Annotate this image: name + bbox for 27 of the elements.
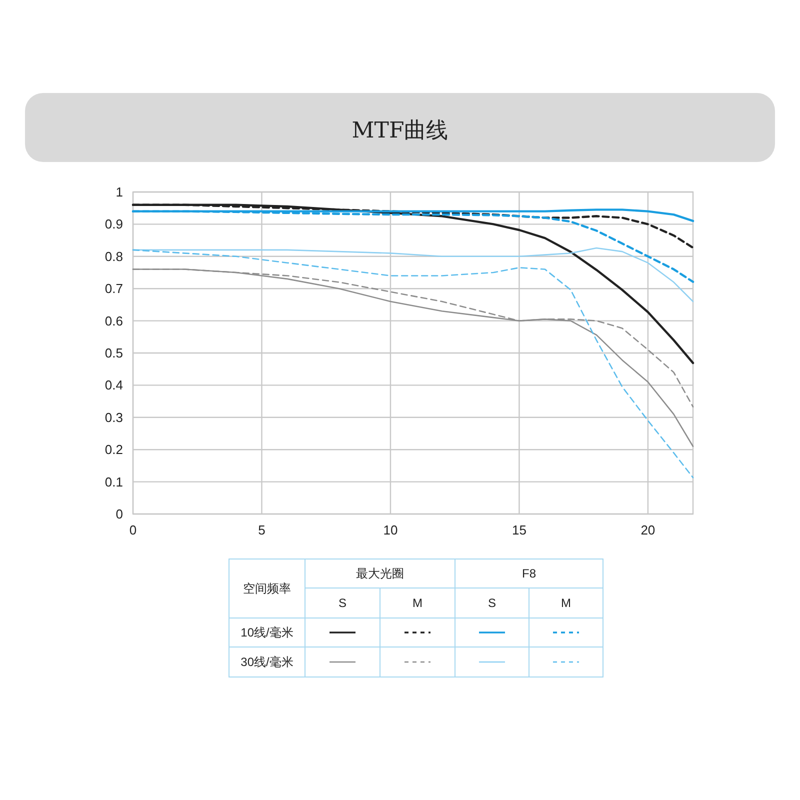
text: S	[338, 596, 347, 610]
y-tick-label: 0.2	[104, 442, 123, 458]
text: S	[488, 596, 496, 610]
y-tick-label: 0.3	[104, 410, 123, 425]
y-tick-label: 1	[116, 184, 123, 200]
y-tick-label: 0.6	[104, 313, 123, 328]
line-series	[132, 249, 694, 478]
x-tick-label: 0	[129, 522, 137, 538]
text: 30线/毫米	[240, 655, 294, 669]
text: 空间频率	[243, 582, 291, 596]
y-tick-label: 0.7	[104, 281, 123, 296]
y-tick-label: 0.9	[104, 216, 123, 232]
x-tick-label: 15	[512, 522, 526, 538]
text: M	[412, 596, 422, 610]
x-tick-label: 10	[383, 522, 398, 538]
text: F8	[522, 566, 536, 580]
chart-title: MTF曲线	[352, 118, 448, 144]
y-tick-label: 0.8	[104, 248, 123, 264]
text: M	[561, 596, 571, 610]
y-tick-label: 0.1	[104, 474, 123, 490]
y-tick-label: 0	[116, 506, 123, 522]
y-tick-label: 0.4	[104, 378, 123, 393]
text: 最大光圈	[356, 566, 404, 580]
x-tick-label: 5	[258, 522, 266, 538]
text: 10线/毫米	[240, 626, 294, 640]
x-tick-label: 20	[640, 522, 656, 538]
y-tick-label: 0.5	[104, 346, 123, 360]
